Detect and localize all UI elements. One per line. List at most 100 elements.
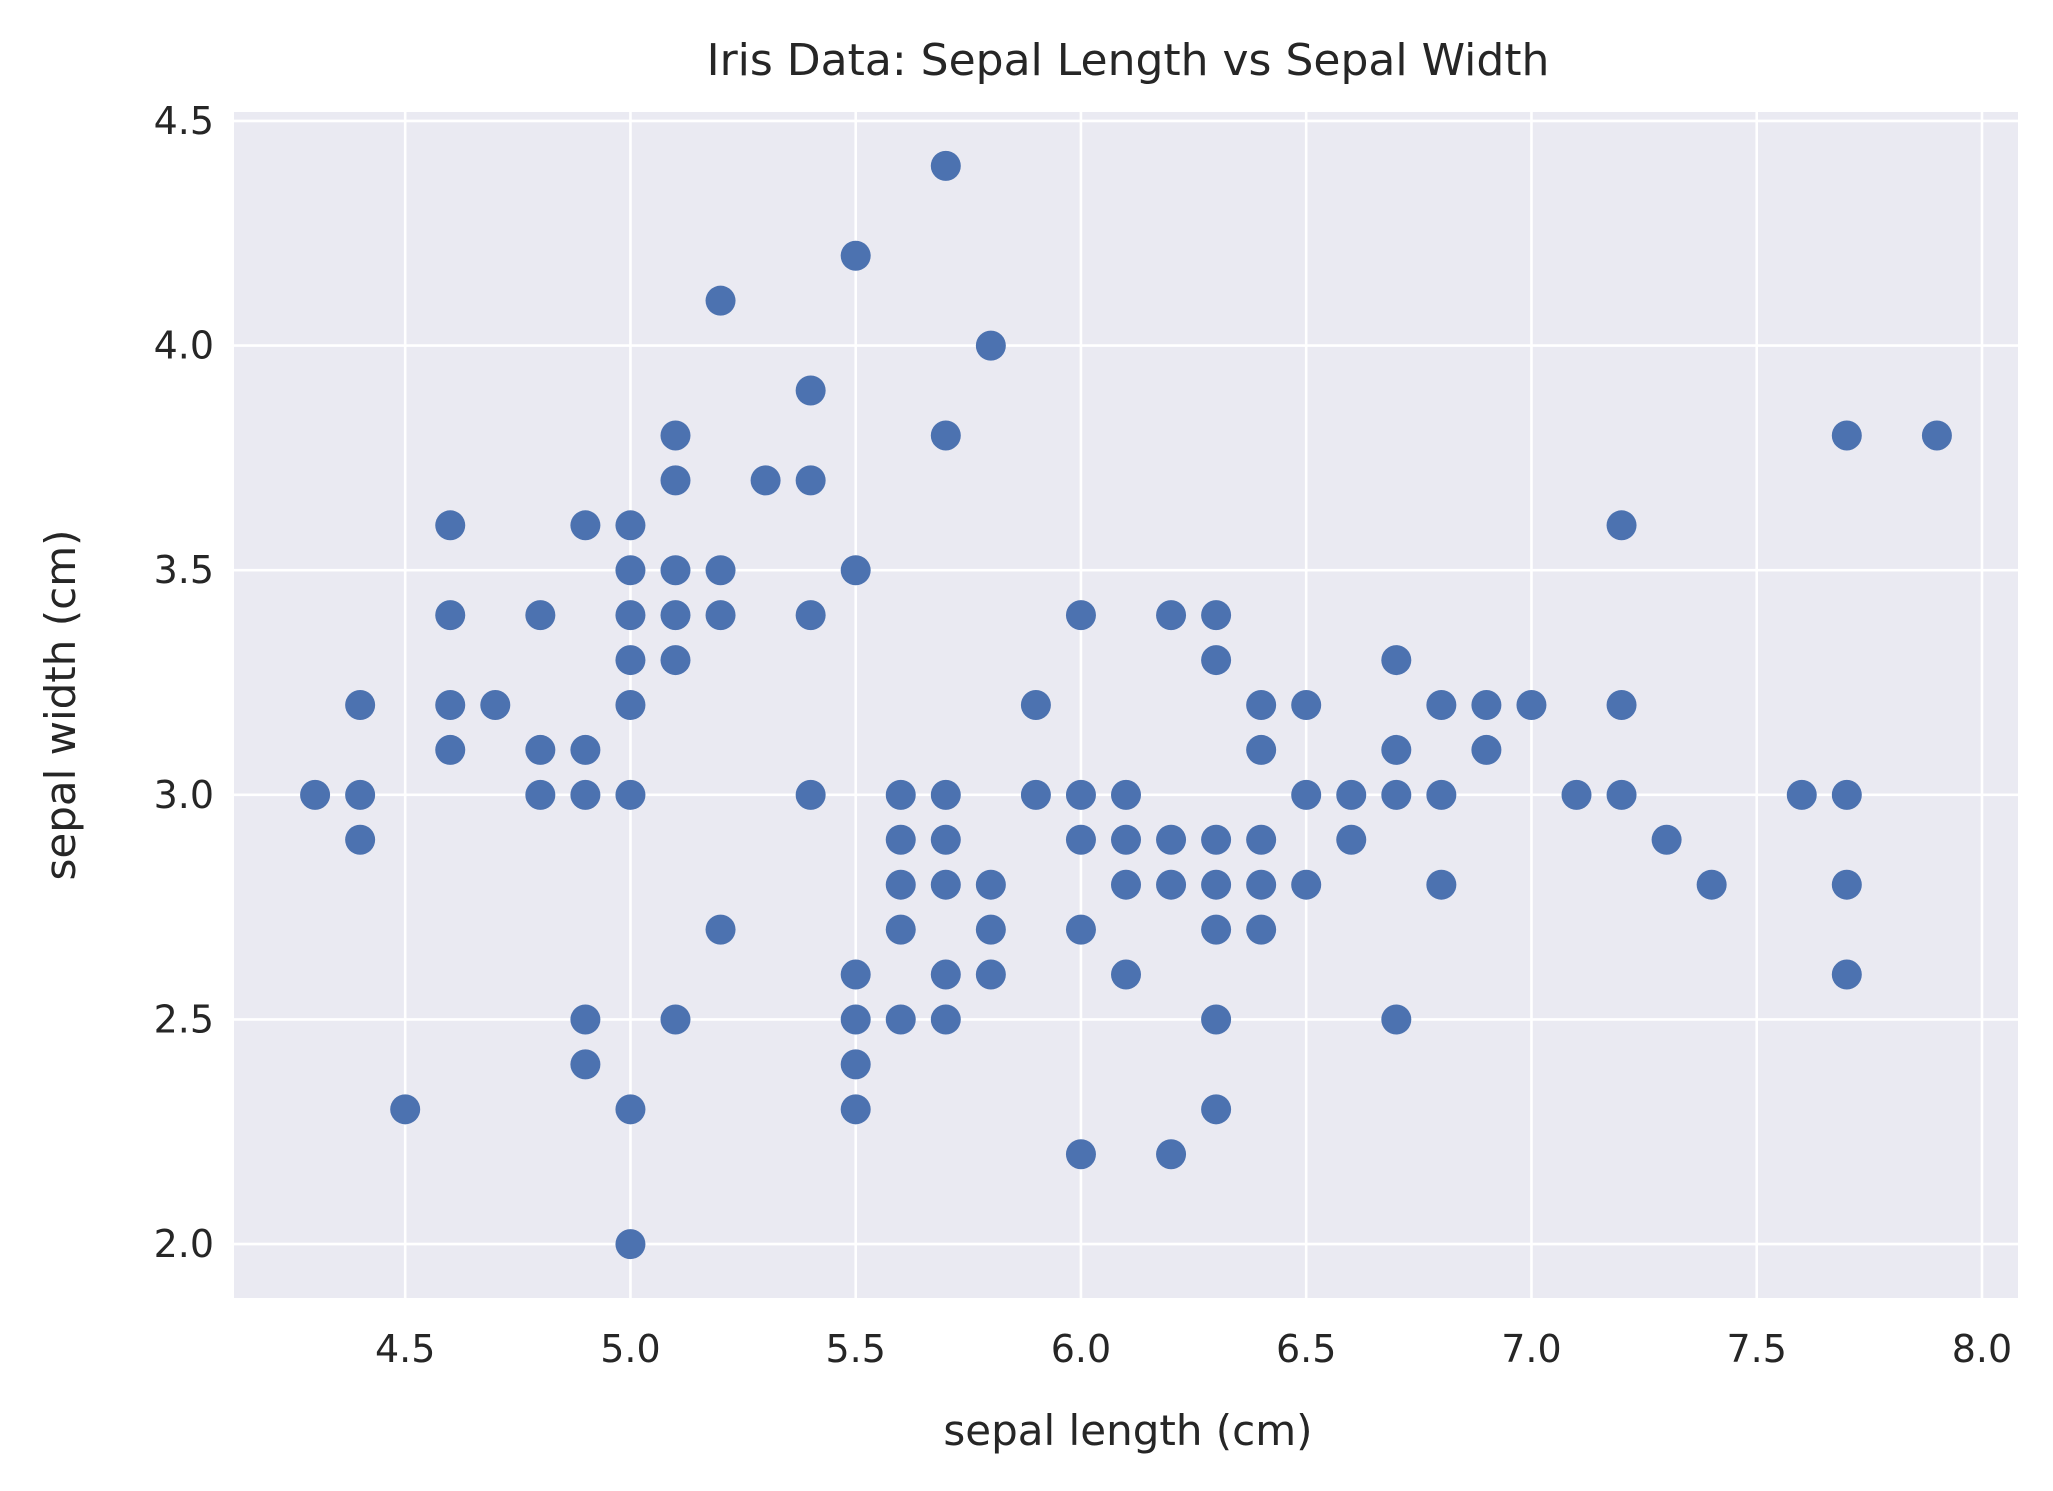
x-tick-labels: 4.5 5.0 5.5 6.0 6.5 7.0 7.5 8.0 — [375, 1327, 2012, 1371]
data-point — [570, 510, 601, 541]
data-point — [975, 959, 1006, 990]
data-point — [615, 1229, 646, 1260]
data-point — [345, 779, 376, 810]
data-point — [930, 779, 961, 810]
data-point — [660, 465, 691, 496]
data-point — [1246, 914, 1277, 945]
data-point — [1291, 869, 1322, 900]
data-point — [1065, 824, 1096, 855]
x-tick-label: 5.5 — [825, 1327, 885, 1371]
data-point — [975, 914, 1006, 945]
data-point — [750, 465, 781, 496]
y-tick-label: 4.5 — [154, 99, 214, 143]
data-point — [615, 779, 646, 810]
data-point — [1111, 869, 1141, 900]
data-point — [885, 1004, 916, 1035]
data-point — [570, 779, 601, 810]
data-point — [525, 600, 556, 631]
data-point — [840, 1049, 871, 1080]
data-point — [615, 645, 646, 676]
data-point — [975, 330, 1006, 361]
data-point — [1336, 779, 1367, 810]
data-point — [930, 150, 961, 181]
y-tick-label: 2.5 — [154, 997, 214, 1041]
data-point — [1426, 869, 1457, 900]
data-point — [885, 869, 916, 900]
data-point — [930, 824, 961, 855]
data-point — [1246, 869, 1277, 900]
data-point — [1201, 824, 1232, 855]
data-point — [1201, 1094, 1232, 1125]
y-tick-label: 3.5 — [154, 548, 214, 592]
x-tick-label: 6.5 — [1276, 1327, 1336, 1371]
data-point — [1065, 779, 1096, 810]
data-point — [1426, 690, 1457, 720]
data-point — [1291, 779, 1322, 810]
data-point — [795, 375, 826, 406]
data-point — [1606, 510, 1637, 541]
data-point — [480, 690, 511, 720]
data-point — [660, 555, 691, 586]
data-point — [1156, 869, 1187, 900]
data-point — [795, 779, 826, 810]
data-point — [1111, 779, 1141, 810]
data-point — [1831, 959, 1862, 990]
x-tick-label: 5.0 — [600, 1327, 660, 1371]
data-point — [1336, 824, 1367, 855]
data-point — [1111, 824, 1141, 855]
data-point — [1201, 914, 1232, 945]
data-point — [1201, 600, 1232, 631]
data-point — [570, 1004, 601, 1035]
data-point — [930, 959, 961, 990]
data-point — [1651, 824, 1682, 855]
data-point — [930, 1004, 961, 1035]
data-points — [300, 150, 1952, 1260]
data-point — [570, 1049, 601, 1080]
data-point — [1831, 779, 1862, 810]
data-point — [435, 510, 466, 541]
data-point — [1065, 914, 1096, 945]
x-tick-label: 7.5 — [1726, 1327, 1786, 1371]
x-tick-label: 8.0 — [1952, 1327, 2012, 1371]
data-point — [615, 510, 646, 541]
data-point — [660, 600, 691, 631]
data-point — [840, 1004, 871, 1035]
data-point — [1381, 645, 1412, 676]
data-point — [705, 914, 736, 945]
data-point — [615, 1094, 646, 1125]
data-point — [1111, 959, 1141, 990]
data-point — [1201, 869, 1232, 900]
data-point — [795, 465, 826, 496]
data-point — [885, 914, 916, 945]
data-point — [840, 240, 871, 271]
data-point — [1471, 690, 1502, 720]
data-point — [1471, 734, 1502, 765]
data-point — [525, 779, 556, 810]
data-point — [570, 734, 601, 765]
data-point — [1561, 779, 1592, 810]
data-point — [1156, 1139, 1187, 1170]
data-point — [435, 690, 466, 720]
data-point — [1381, 734, 1412, 765]
data-point — [1516, 690, 1547, 720]
data-point — [840, 555, 871, 586]
data-point — [615, 690, 646, 720]
data-point — [840, 1094, 871, 1125]
data-point — [435, 734, 466, 765]
data-point — [1246, 824, 1277, 855]
data-point — [1921, 420, 1952, 451]
data-point — [1831, 420, 1862, 451]
x-tick-label: 4.5 — [375, 1327, 435, 1371]
plot-area — [234, 112, 2018, 1298]
data-point — [1201, 1004, 1232, 1035]
data-point — [705, 600, 736, 631]
data-point — [1381, 779, 1412, 810]
data-point — [1426, 779, 1457, 810]
x-tick-label: 6.0 — [1051, 1327, 1111, 1371]
data-point — [1246, 690, 1277, 720]
y-tick-labels: 2.0 2.5 3.0 3.5 4.0 4.5 — [154, 99, 214, 1266]
data-point — [1201, 645, 1232, 676]
data-point — [1246, 734, 1277, 765]
data-point — [345, 690, 376, 720]
data-point — [660, 1004, 691, 1035]
